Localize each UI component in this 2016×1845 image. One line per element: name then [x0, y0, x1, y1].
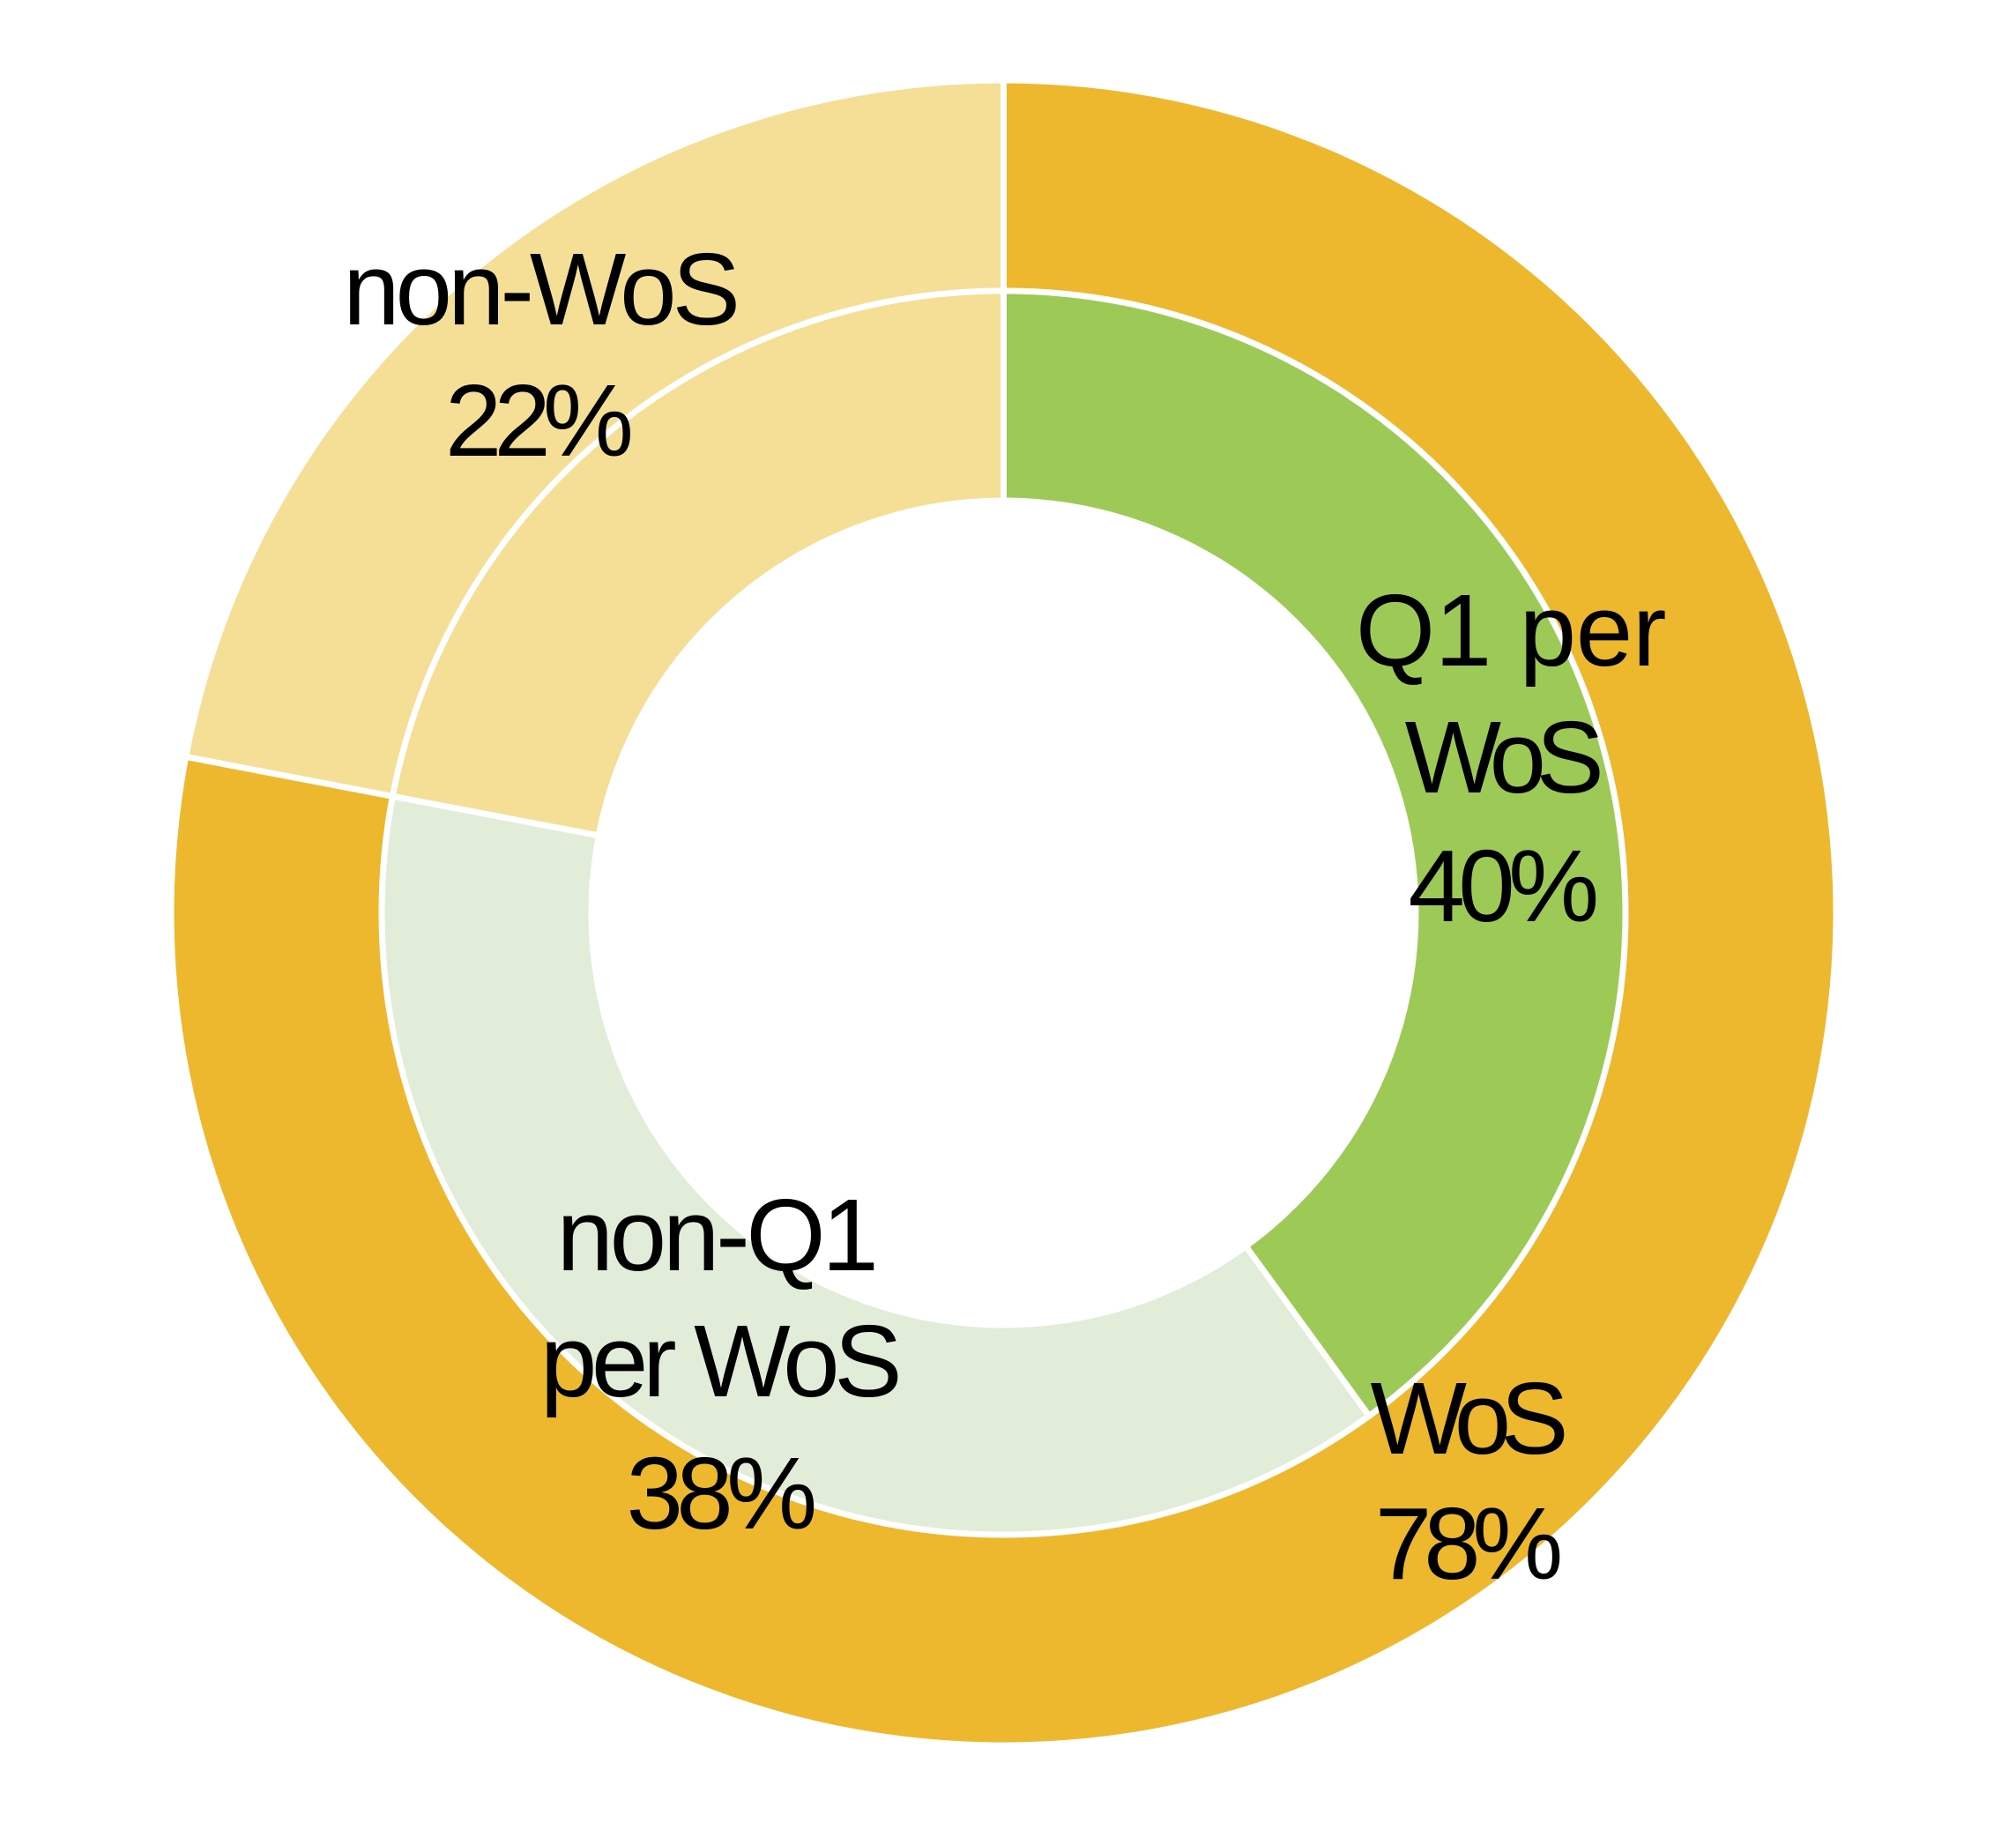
- svg-text:WoS: WoS: [1371, 1361, 1566, 1476]
- svg-text:non-Q1: non-Q1: [556, 1178, 874, 1292]
- svg-text:Q1 per: Q1 per: [1356, 573, 1666, 688]
- svg-text:78%: 78%: [1375, 1486, 1560, 1601]
- svg-text:22%: 22%: [445, 363, 631, 478]
- svg-text:WoS: WoS: [1405, 700, 1601, 815]
- svg-text:non-WoS: non-WoS: [343, 232, 736, 346]
- svg-text:40%: 40%: [1408, 829, 1596, 943]
- svg-text:38%: 38%: [626, 1436, 815, 1551]
- svg-text:per WoS: per WoS: [540, 1304, 898, 1418]
